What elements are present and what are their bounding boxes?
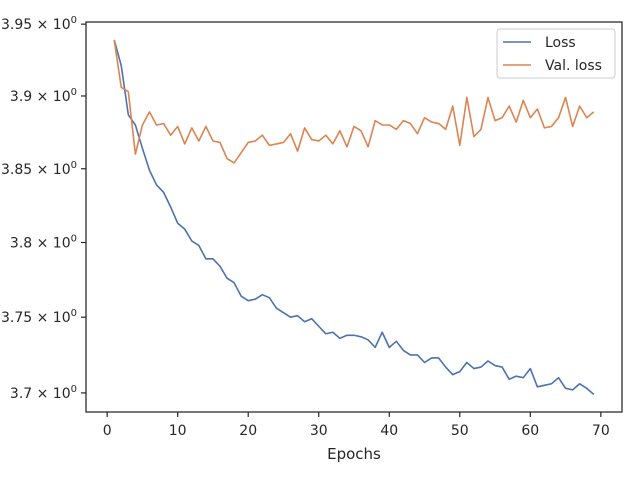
x-tick-label: 60 [521, 423, 539, 439]
x-tick-label: 40 [380, 423, 398, 439]
y-tick-label: 3.7 × 100 [10, 384, 77, 402]
series-layer [113, 39, 595, 396]
x-tick-label: 10 [169, 423, 187, 439]
legend-label-val-loss: Val. loss [545, 58, 602, 74]
y-axis: 3.7 × 100 3.75 × 100 3.8 × 100 3.85 × 100 3.… [1, 15, 86, 402]
x-tick-label: 0 [103, 423, 112, 439]
x-tick-label: 20 [239, 423, 257, 439]
x-tick-label: 50 [451, 423, 469, 439]
y-tick-label: 3.75 × 100 [1, 308, 77, 326]
y-tick-label: 3.8 × 100 [10, 233, 77, 251]
series-line-loss [113, 39, 595, 396]
y-tick-label: 3.9 × 100 [10, 87, 77, 105]
x-axis: 0 10 20 30 40 50 60 70 [103, 412, 610, 439]
legend: Loss Val. loss [496, 28, 616, 79]
x-tick-label: 30 [310, 423, 328, 439]
x-axis-title: Epochs [327, 445, 381, 463]
series-line-val-loss [113, 39, 595, 164]
plot-frame [85, 21, 623, 413]
y-tick-label: 3.85 × 100 [1, 160, 77, 178]
y-tick-label: 3.95 × 100 [1, 15, 77, 33]
legend-label-loss: Loss [545, 35, 576, 51]
x-tick-label: 70 [592, 423, 610, 439]
